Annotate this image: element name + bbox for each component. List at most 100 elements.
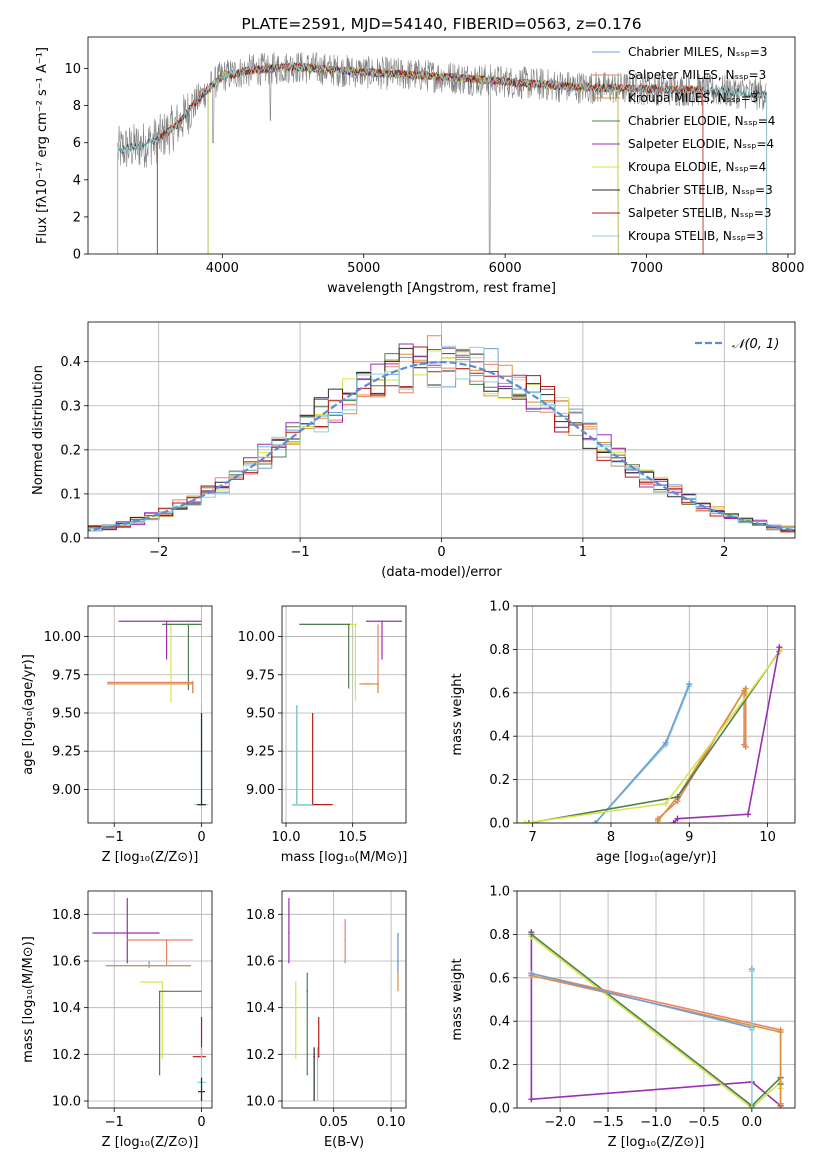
weight-marker-kroupa_miles xyxy=(742,744,749,751)
y-tick-label: 10.0 xyxy=(246,1095,275,1110)
x-tick-label: 0.10 xyxy=(377,1115,406,1130)
plot-area xyxy=(528,929,784,1108)
weight-marker-chabrier_elodie xyxy=(525,820,532,823)
axes-frame xyxy=(516,605,796,824)
y-tick-label: 9.25 xyxy=(246,745,275,760)
plot-area xyxy=(288,898,399,1101)
axes-frame xyxy=(87,605,213,824)
model-line-kroupa_stelib xyxy=(117,61,768,254)
x-axis-label: Z [log₁₀(Z/Z⊙)] xyxy=(102,1135,199,1150)
y-axis-label: mass weight xyxy=(450,673,465,755)
y-tick-label: 10.4 xyxy=(52,1001,81,1016)
y-axis-label: Normed distribution xyxy=(31,365,46,495)
weight-marker-kroupa_elodie xyxy=(521,820,528,823)
x-axis-label: Z [log₁₀(Z/Z⊙)] xyxy=(608,1135,705,1150)
weight-marker-salpeter_elodie xyxy=(776,644,783,651)
x-tick-label: −0.5 xyxy=(688,1115,720,1130)
x-axis-label: wavelength [Angstrom, rest frame] xyxy=(327,281,556,296)
legend-entry: Salpeter MILES, Nₛₛₚ=3 xyxy=(628,68,766,82)
x-tick-label: 2 xyxy=(720,545,728,560)
data-point-kroupa_elodie xyxy=(161,981,164,983)
weight-marker-kroupa_stelib xyxy=(748,968,755,975)
x-tick-label: 7 xyxy=(529,830,537,845)
plot-area xyxy=(117,51,768,254)
panel-residuals: −2 −1 0 1 2 0.0 0.1 0.2 0.3 0.4 (data-model)/error… xyxy=(31,321,796,580)
y-tick-label: 0.2 xyxy=(489,773,510,788)
data-point-chabrier_stelib xyxy=(200,803,203,806)
axes-frame xyxy=(87,321,796,539)
data-point-salpeter_elodie xyxy=(126,932,129,934)
data-point-kroupa_elodie xyxy=(294,981,297,983)
y-tick-label: 9.00 xyxy=(52,783,81,798)
data-point-salpeter_miles xyxy=(165,939,168,941)
y-tick-label: 0.4 xyxy=(489,1015,510,1030)
data-point-chabrier_elodie xyxy=(158,990,161,993)
panel-mass_weight_vs_Z: −2.0 −1.5 −1.0 −0.5 0.0 0.0 0.2 0.4 0.6 0.8 1.0 Z [… xyxy=(450,885,796,1150)
x-tick-label: −1.0 xyxy=(640,1115,672,1130)
plot-area xyxy=(92,898,206,1101)
legend-entry: Kroupa MILES, Nₛₛₚ=3 xyxy=(628,91,758,105)
axes-frame xyxy=(281,890,407,1109)
weight-line-chabrier_elodie xyxy=(528,651,780,823)
y-tick-label: 10 xyxy=(64,62,81,77)
legend-entry: Chabrier ELODIE, Nₛₛₚ=4 xyxy=(628,114,775,128)
y-tick-label: 0.6 xyxy=(489,971,510,986)
weight-marker-chabrier_miles xyxy=(592,820,599,823)
x-tick-label: 8000 xyxy=(771,261,804,276)
weight-marker-chabrier_miles xyxy=(686,681,693,688)
x-tick-label: 10.5 xyxy=(338,830,367,845)
panel-age_vs_mass: 10.0 10.5 9.00 9.25 9.50 9.75 10.00 mass [log₁₀… xyxy=(238,605,407,865)
data-point-chabrier_elodie xyxy=(306,990,309,993)
y-tick-label: 2 xyxy=(73,210,81,225)
x-tick-label: 9 xyxy=(685,830,693,845)
y-tick-label: 10.2 xyxy=(246,1048,275,1063)
y-tick-label: 0.0 xyxy=(489,1102,510,1117)
y-tick-label: 0.0 xyxy=(489,817,510,832)
weight-marker-chabrier_elodie xyxy=(674,793,681,800)
model-line-chabrier_miles xyxy=(156,62,704,254)
weight-marker-salpeter_elodie xyxy=(674,815,681,822)
x-tick-label: 7000 xyxy=(630,261,663,276)
weight-marker-kroupa_stelib xyxy=(748,1105,755,1108)
plot-area xyxy=(107,620,209,806)
y-tick-label: 4 xyxy=(73,173,81,188)
y-tick-label: 0.4 xyxy=(489,730,510,745)
y-axis-label: Flux [fλ10⁻¹⁷ erg cm⁻² s⁻¹ A⁻¹] xyxy=(35,47,50,244)
y-tick-label: 10.6 xyxy=(246,955,275,970)
y-tick-label: 9.50 xyxy=(52,706,81,721)
data-point-salpeter_elodie xyxy=(381,620,383,623)
plot-area xyxy=(292,620,402,806)
x-tick-label: −1 xyxy=(291,545,310,560)
weight-line-salpeter_elodie xyxy=(673,647,781,823)
weight-marker-salpeter_elodie xyxy=(745,811,752,818)
panel-mass_weight_vs_age: 7 8 9 10 0.0 0.2 0.4 0.6 0.8 1.0 age [log₁₀(age/yr… xyxy=(450,600,796,865)
legend-entry: Kroupa ELODIE, Nₛₛₚ=4 xyxy=(628,160,766,174)
y-tick-label: 10.2 xyxy=(52,1048,81,1063)
normal-curve xyxy=(88,360,795,532)
data-point-chabrier_elodie xyxy=(187,623,190,626)
y-axis-label: mass weight xyxy=(450,958,465,1040)
x-tick-label: −2 xyxy=(149,545,168,560)
y-tick-label: 0 xyxy=(73,248,81,263)
data-point-kroupa_stelib xyxy=(316,1055,319,1058)
legend-entry: Salpeter ELODIE, Nₛₛₚ=4 xyxy=(628,137,774,151)
axes-frame xyxy=(281,605,407,824)
histogram-kroupa_stelib xyxy=(88,345,795,534)
y-tick-label: 1.0 xyxy=(489,885,510,900)
data-point-salpeter_miles xyxy=(191,681,194,684)
y-tick-label: 0.0 xyxy=(60,532,81,547)
legend-entry: Salpeter STELIB, Nₛₛₚ=3 xyxy=(628,206,772,220)
data-point-chabrier_stelib xyxy=(313,1055,315,1058)
data-point-kroupa_stelib xyxy=(295,803,298,806)
data-point-salpeter_miles xyxy=(344,939,346,941)
y-tick-label: 9.50 xyxy=(246,706,275,721)
data-point-salpeter_stelib xyxy=(317,1055,320,1058)
y-tick-label: 9.75 xyxy=(52,668,81,683)
x-tick-label: 0.05 xyxy=(319,1115,348,1130)
y-tick-label: 0.2 xyxy=(489,1058,510,1073)
model-line-salpeter_stelib xyxy=(156,62,704,254)
chart-title: PLATE=2591, MJD=54140, FIBERID=0563, z=0… xyxy=(241,15,641,33)
weight-marker-kroupa_elodie xyxy=(662,800,669,807)
legend-entry: Chabrier MILES, Nₛₛₚ=3 xyxy=(628,45,768,59)
